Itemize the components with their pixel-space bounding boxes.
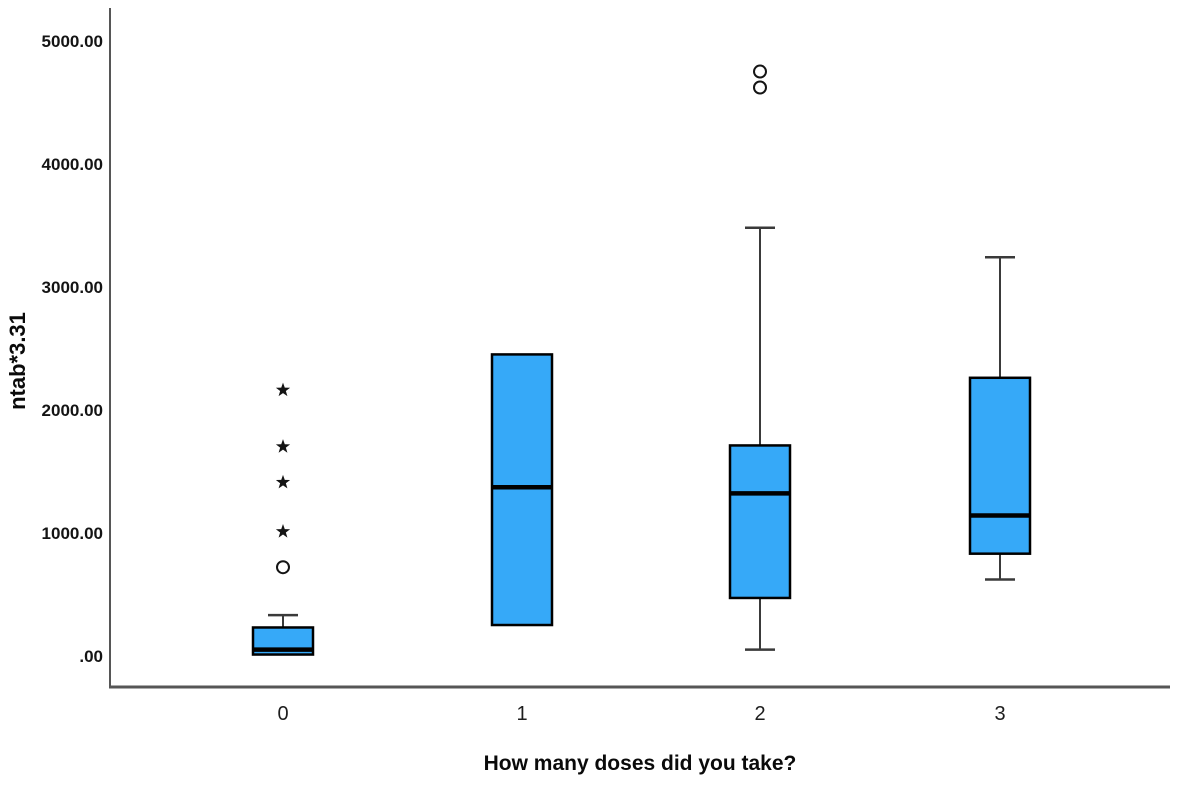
y-tick-label: .00: [79, 647, 103, 666]
outlier-circle-marker: [753, 80, 767, 95]
x-tick-label: 3: [994, 703, 1006, 725]
box-group-3: [968, 376, 1032, 555]
y-tick-label: 5000.00: [41, 32, 103, 51]
outlier-star-marker: [275, 524, 291, 538]
x-tick-label: 1: [516, 703, 528, 725]
y-tick-label: 1000.00: [41, 524, 103, 543]
x-tick-label: 2: [754, 703, 766, 725]
outlier-star-marker: [275, 474, 291, 489]
outlier-star-marker: [275, 382, 291, 397]
y-axis-title: ntab*3.31: [5, 312, 30, 410]
outlier-circle-marker: [276, 560, 290, 575]
y-tick-label: 3000.00: [41, 278, 103, 297]
x-axis-title: How many doses did you take?: [483, 752, 797, 775]
outlier-circle-marker: [753, 64, 767, 79]
outlier-star-marker: [275, 439, 291, 453]
y-tick-label: 2000.00: [41, 401, 103, 420]
box-group-1: [490, 353, 554, 627]
box-group-2: [728, 444, 792, 600]
x-tick-label: 0: [277, 703, 289, 725]
y-tick-label: 4000.00: [41, 155, 103, 174]
